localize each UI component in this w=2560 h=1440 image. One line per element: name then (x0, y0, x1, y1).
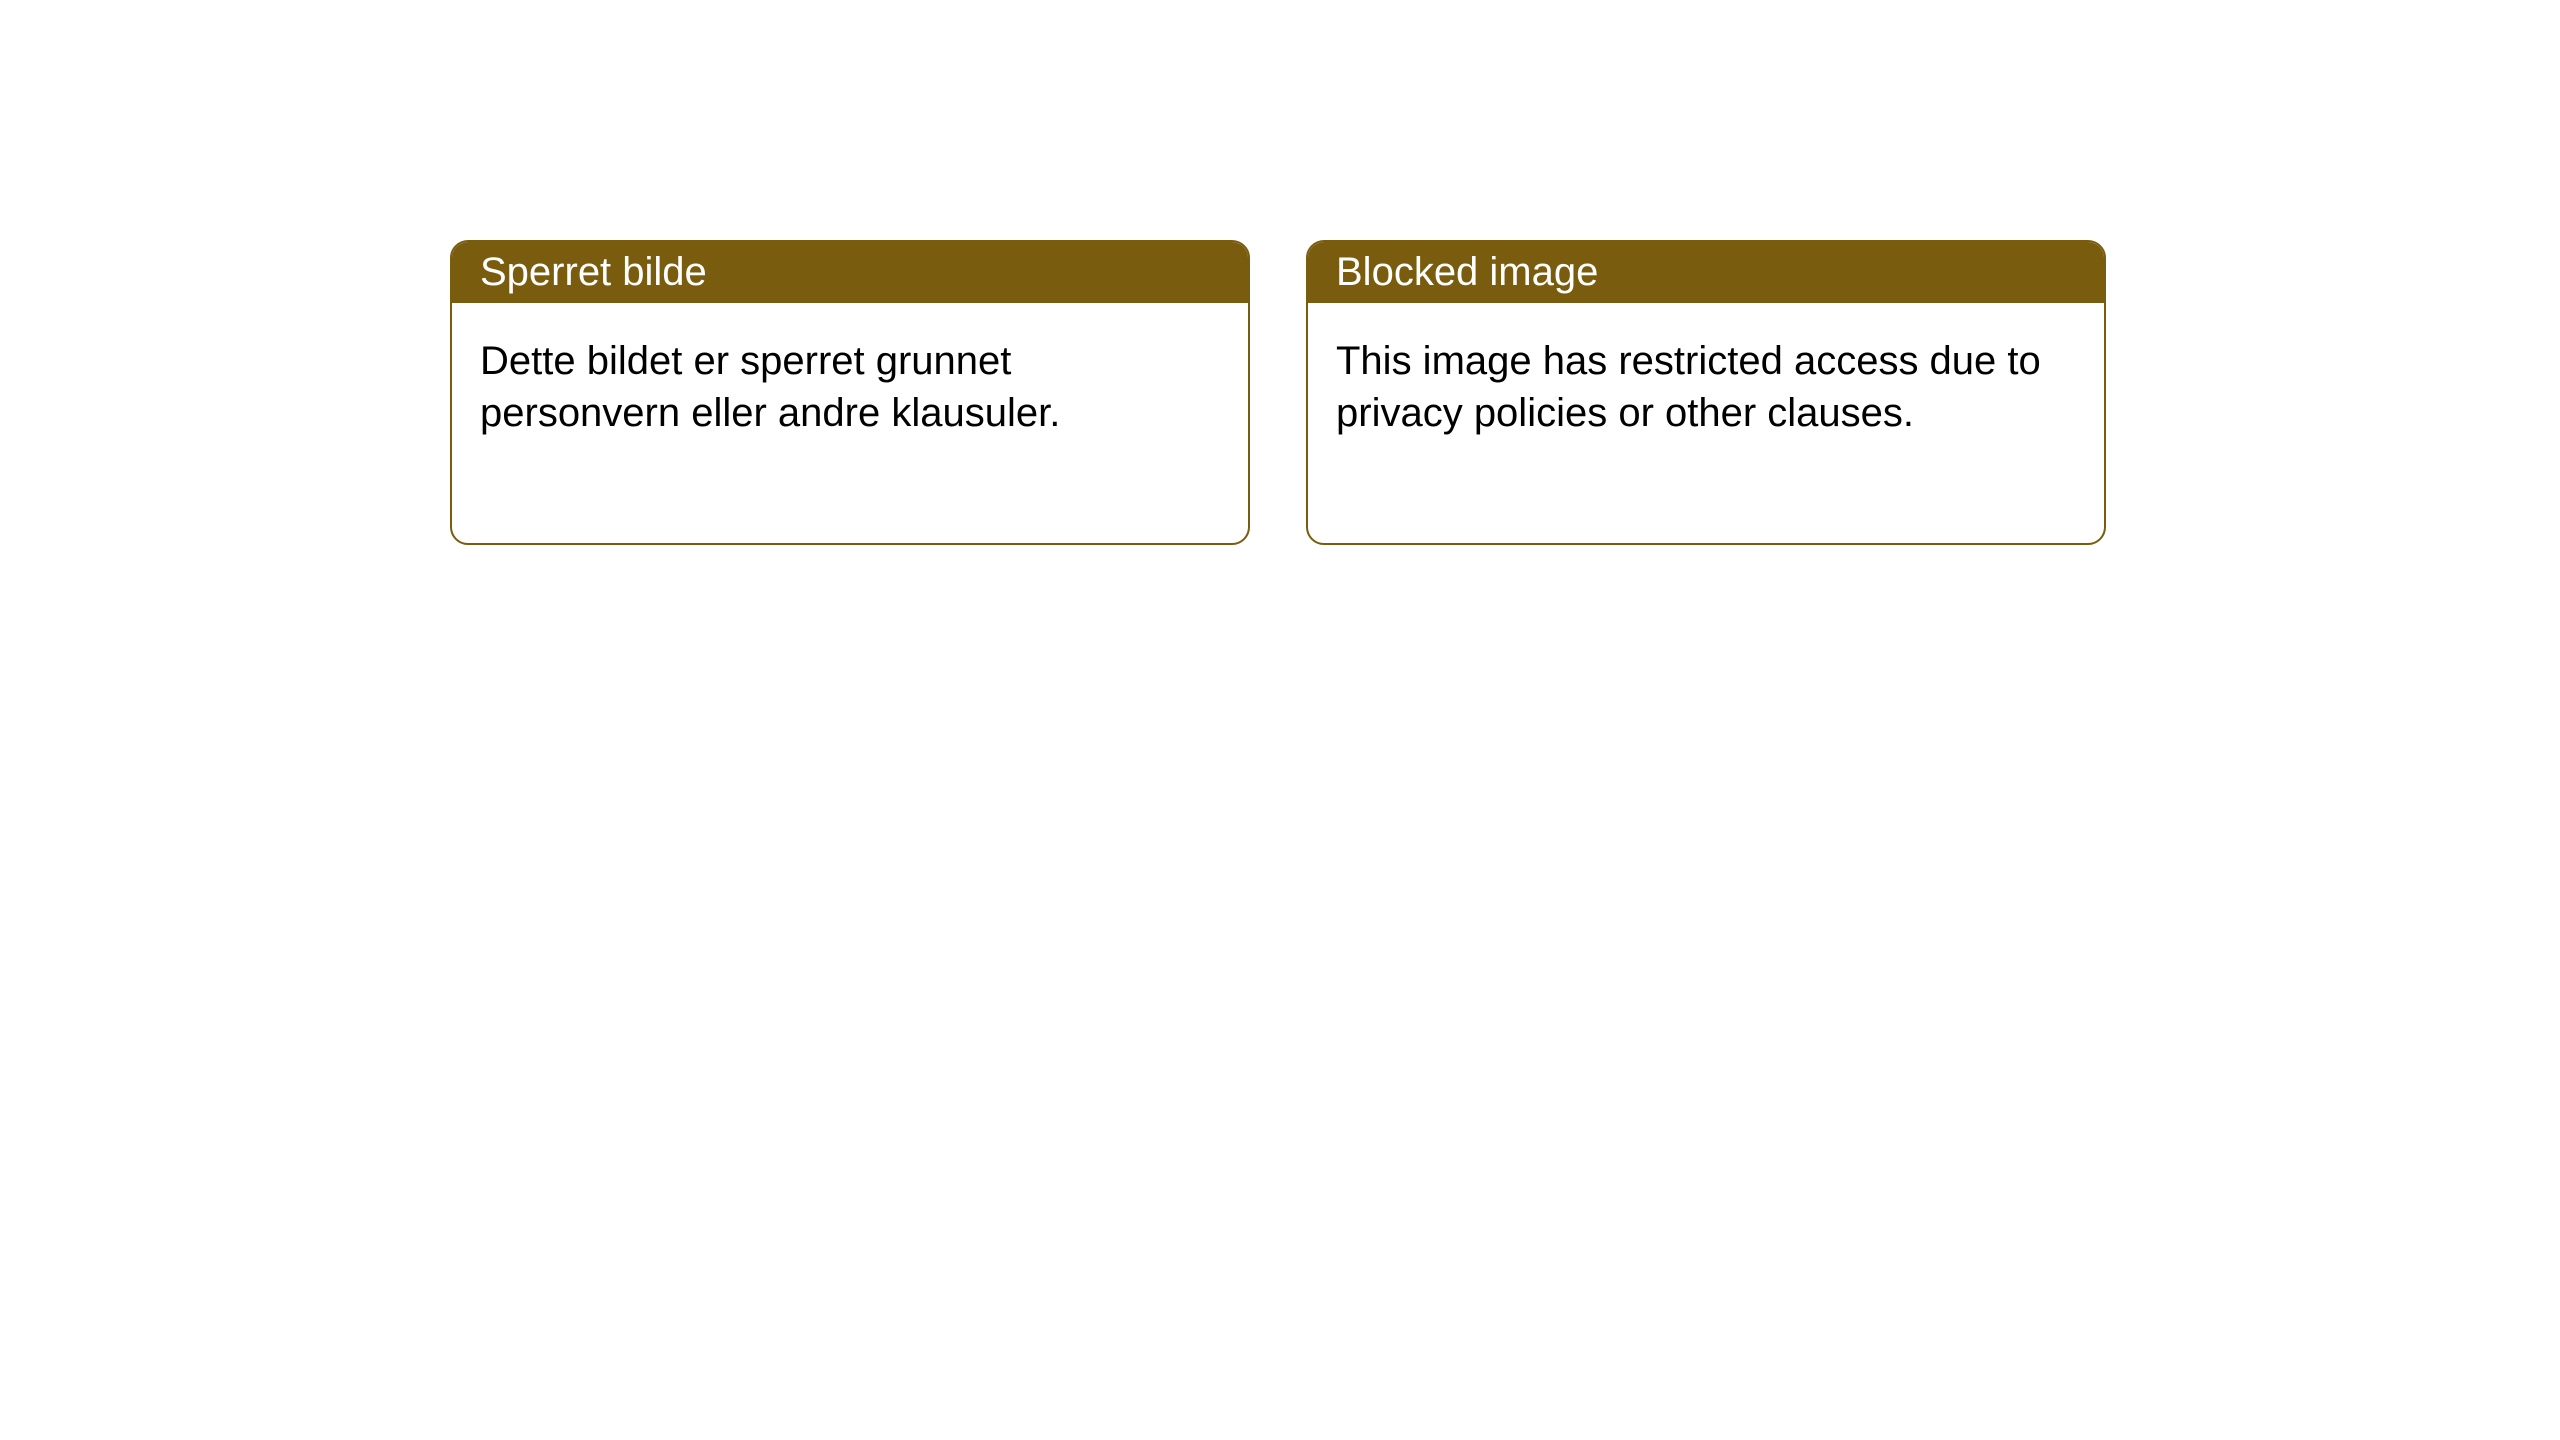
card-header: Blocked image (1308, 242, 2104, 303)
card-body: Dette bildet er sperret grunnet personve… (452, 303, 1248, 543)
card-body: This image has restricted access due to … (1308, 303, 2104, 543)
card-title: Sperret bilde (480, 250, 707, 294)
notice-card-english: Blocked image This image has restricted … (1306, 240, 2106, 545)
notice-cards-container: Sperret bilde Dette bildet er sperret gr… (450, 240, 2106, 545)
card-title: Blocked image (1336, 250, 1598, 294)
card-header: Sperret bilde (452, 242, 1248, 303)
card-body-text: Dette bildet er sperret grunnet personve… (480, 339, 1060, 435)
card-body-text: This image has restricted access due to … (1336, 339, 2041, 435)
notice-card-norwegian: Sperret bilde Dette bildet er sperret gr… (450, 240, 1250, 545)
